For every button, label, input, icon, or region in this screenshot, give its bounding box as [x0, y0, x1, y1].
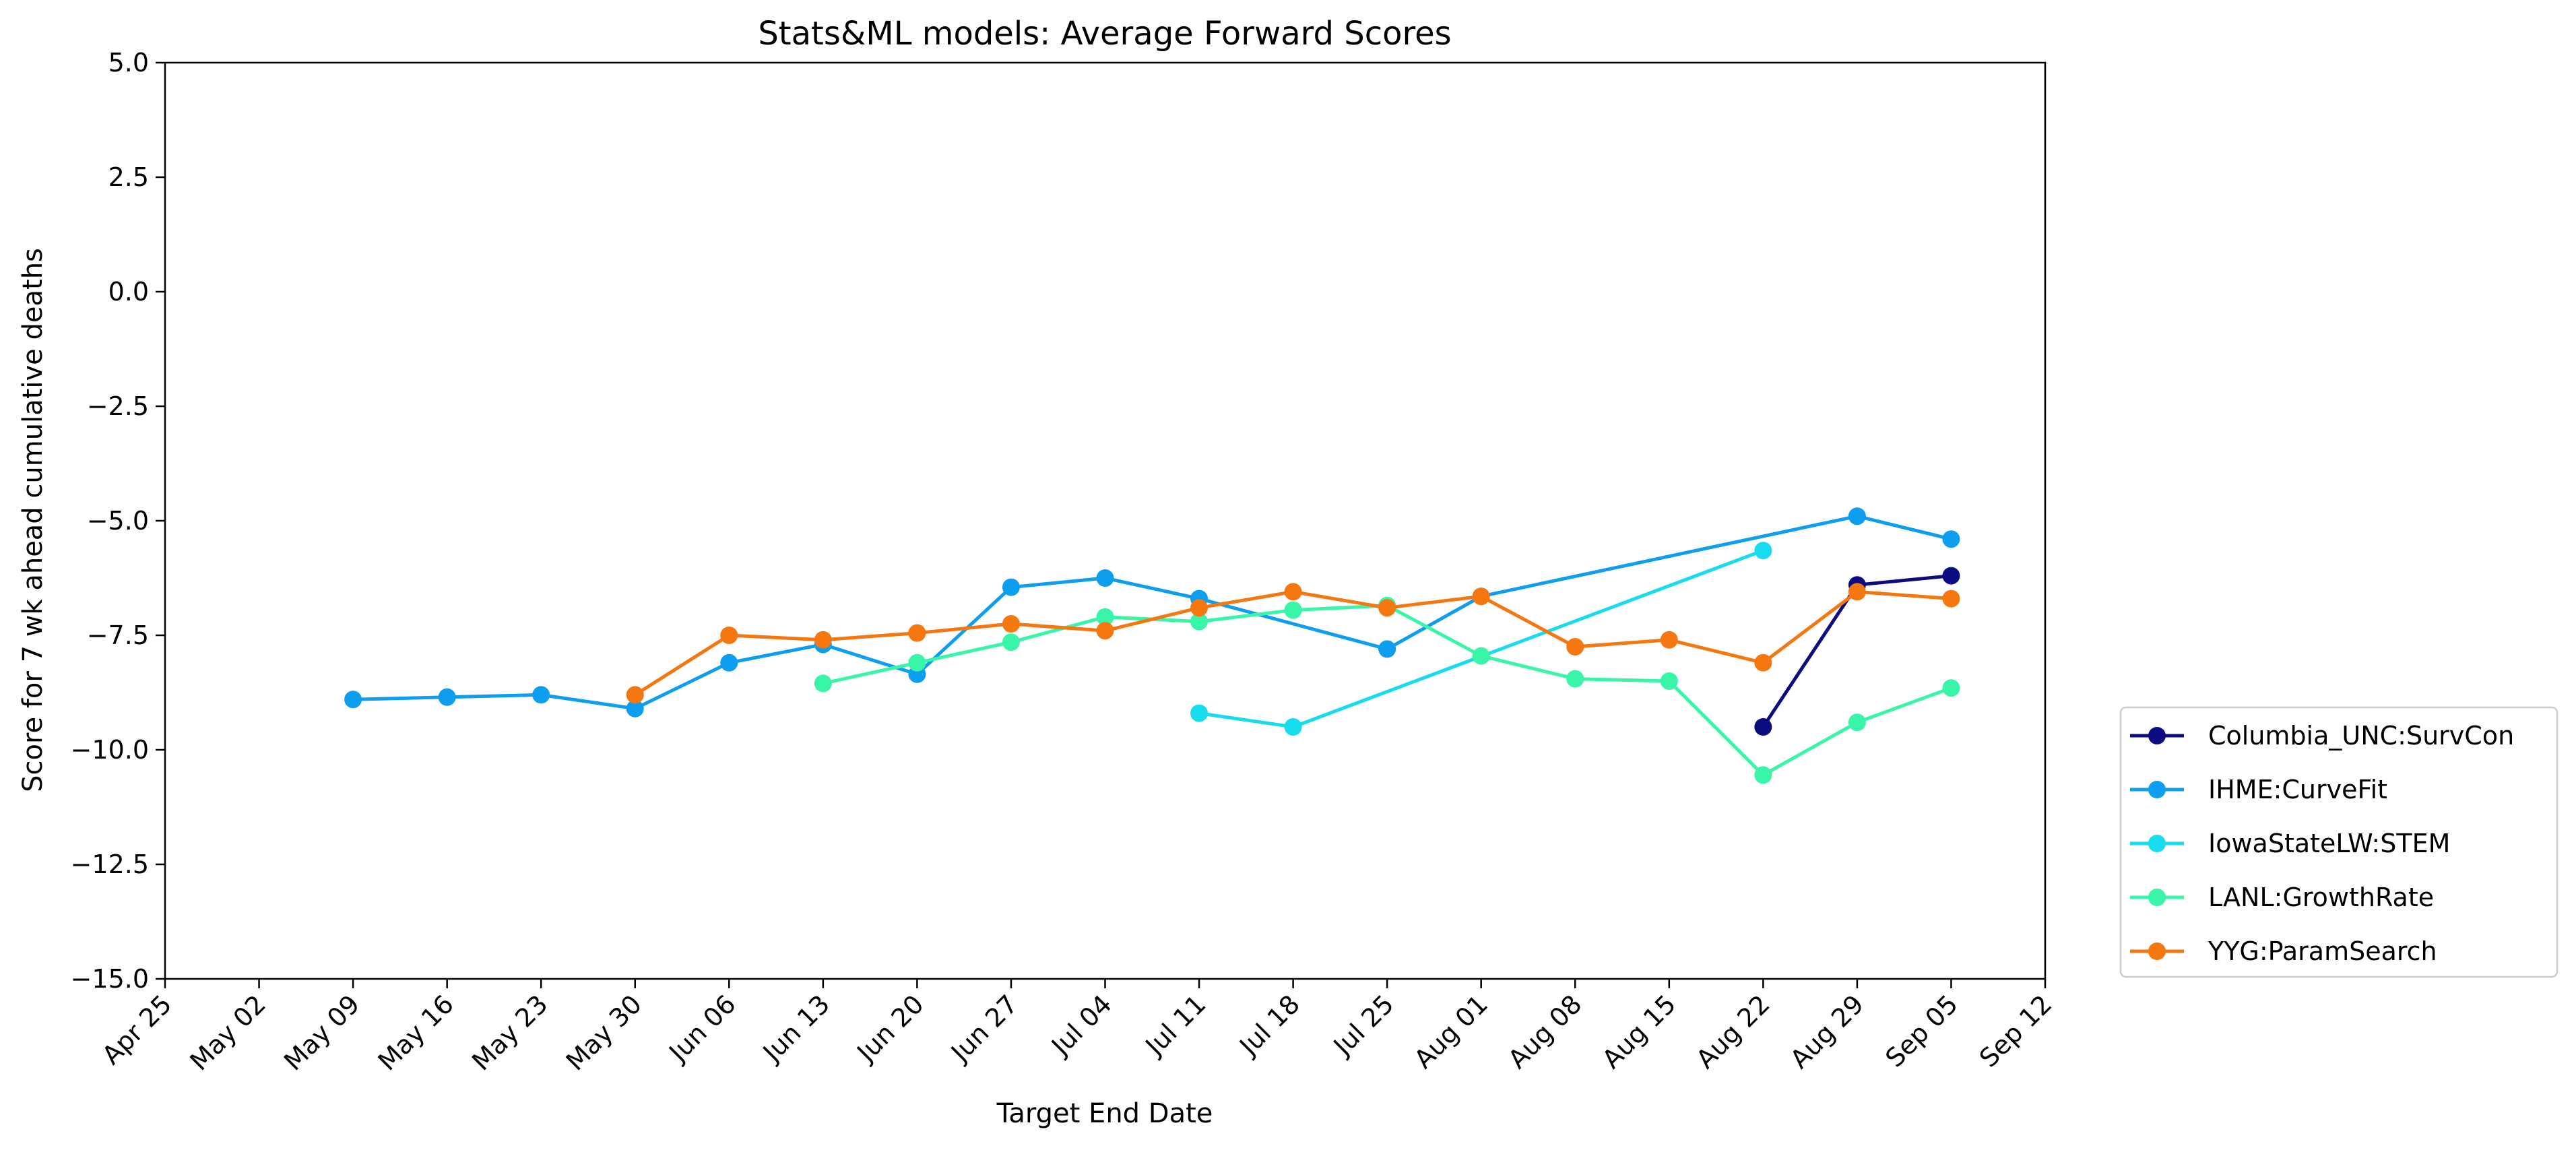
data-point	[1190, 704, 1209, 722]
data-point	[1942, 530, 1960, 548]
y-tick-label: −12.5	[71, 850, 149, 879]
data-point	[1942, 589, 1960, 608]
data-point	[1472, 647, 1490, 665]
y-tick-label: −5.0	[87, 506, 149, 536]
y-tick-label: 5.0	[108, 48, 149, 77]
y-tick-label: −7.5	[87, 620, 149, 650]
legend-marker	[2148, 781, 2166, 798]
data-point	[1378, 640, 1396, 658]
data-point	[1378, 599, 1396, 617]
y-tick-label: 0.0	[108, 277, 149, 307]
data-point	[1660, 631, 1678, 649]
legend-marker	[2148, 835, 2166, 852]
data-point	[1848, 583, 1866, 601]
legend-label: YYG:ParamSearch	[2208, 936, 2437, 966]
data-point	[1096, 608, 1114, 626]
legend-label: IowaStateLW:STEM	[2208, 829, 2450, 858]
data-point	[814, 674, 832, 693]
data-point	[1002, 615, 1020, 633]
data-point	[1754, 542, 1772, 560]
axes-frame	[164, 61, 2047, 980]
data-point	[814, 631, 832, 649]
legend-box	[2119, 706, 2558, 978]
data-point	[532, 686, 550, 704]
data-point	[344, 691, 362, 709]
legend-marker	[2148, 889, 2166, 906]
data-point	[1566, 670, 1584, 688]
legend-label: LANL:GrowthRate	[2208, 883, 2434, 912]
data-point	[1096, 569, 1114, 587]
data-point	[1754, 718, 1772, 736]
legend-label: Columbia_UNC:SurvCon	[2208, 721, 2514, 750]
data-point	[1096, 622, 1114, 640]
y-tick-label: −2.5	[87, 391, 149, 421]
chart-title: Stats&ML models: Average Forward Scores	[758, 15, 1451, 53]
data-point	[720, 653, 738, 672]
y-axis-label: Score for 7 wk ahead cumulative deaths	[18, 248, 49, 792]
data-point	[908, 624, 926, 642]
data-point	[1566, 638, 1584, 656]
data-point	[1848, 507, 1866, 525]
data-point	[626, 699, 644, 717]
y-tick-label: −15.0	[71, 964, 149, 994]
y-tick-label: 2.5	[108, 162, 149, 192]
data-point	[1284, 583, 1302, 601]
data-point	[1284, 601, 1302, 619]
data-point	[1472, 587, 1490, 606]
legend-marker	[2148, 727, 2166, 744]
data-point	[1190, 599, 1209, 617]
data-point	[908, 653, 926, 672]
legend-marker	[2148, 943, 2166, 960]
data-point	[1660, 672, 1678, 690]
data-point	[1002, 578, 1020, 596]
data-point	[720, 627, 738, 644]
x-axis-label: Target End Date	[996, 1098, 1213, 1129]
series-line-1	[351, 514, 1953, 711]
y-tick-label: −10.0	[71, 735, 149, 765]
data-point	[1942, 567, 1960, 585]
data-point	[1190, 612, 1209, 631]
data-point	[1754, 766, 1772, 784]
data-point	[1942, 679, 1960, 697]
data-point	[438, 688, 456, 706]
data-point	[1848, 713, 1866, 732]
legend-label: IHME:CurveFit	[2208, 775, 2387, 804]
data-point	[1002, 633, 1020, 651]
legend: Columbia_UNC:SurvCon IHME:CurveFit IowaSta…	[2119, 706, 2558, 978]
data-point	[1754, 653, 1772, 672]
data-point	[1284, 718, 1302, 736]
data-point	[626, 686, 644, 704]
